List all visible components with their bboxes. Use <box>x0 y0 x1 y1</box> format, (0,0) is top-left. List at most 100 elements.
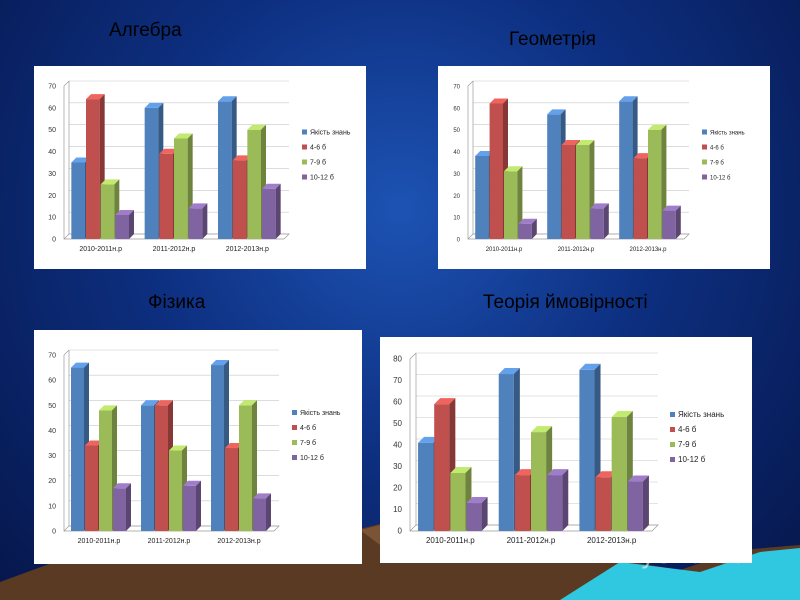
chart-title-probability: Теорія ймовірності <box>483 292 648 313</box>
legend-swatch <box>702 174 707 180</box>
bar <box>518 218 537 239</box>
legend-label: Якість знань <box>300 409 341 417</box>
bar <box>253 493 271 531</box>
legend-swatch <box>670 427 675 432</box>
legend-swatch <box>702 159 707 165</box>
y-tick-label: 70 <box>48 353 56 360</box>
y-tick-label: 60 <box>453 106 460 112</box>
chart-probability: 0 10 20 30 40 50 60 70 80 2010-2011н.р 2011-2012н.… <box>380 337 752 563</box>
y-tick-label: 80 <box>393 355 402 364</box>
legend-label: 7-9 б <box>300 439 316 447</box>
y-tick-label: 60 <box>48 105 56 112</box>
y-tick-label: 50 <box>48 403 56 410</box>
legend-label: 7-9 б <box>710 161 724 167</box>
bar <box>504 166 523 239</box>
legend-swatch <box>670 412 675 417</box>
x-tick-label: 2012-2013н.р <box>226 246 269 253</box>
y-tick-label: 40 <box>48 428 56 435</box>
x-tick-label: 2012-2013н.р <box>587 536 637 545</box>
y-tick-label: 0 <box>52 237 56 244</box>
legend-label: 4-6 б <box>678 425 697 434</box>
x-tick-label: 2010-2011н.р <box>79 246 122 253</box>
y-tick-label: 30 <box>453 172 460 178</box>
y-tick-label: 60 <box>393 398 402 407</box>
legend-label: 4-6 б <box>310 144 326 152</box>
bar <box>627 475 649 531</box>
legend-swatch <box>702 129 707 135</box>
legend-label: Якість знань <box>710 131 745 137</box>
x-tick-label: 2012-2013н.р <box>629 247 667 253</box>
y-tick-label: 30 <box>393 462 402 471</box>
legend-swatch <box>670 442 675 447</box>
bar <box>113 483 131 531</box>
y-tick-label: 50 <box>393 419 402 428</box>
legend-swatch <box>302 144 307 150</box>
chart-physics: 0 10 20 30 40 50 60 70 2010-2011н.р 2011-2012н.р 2… <box>34 330 362 564</box>
watermark-text: MyShared <box>618 540 748 570</box>
y-tick-label: 40 <box>393 441 402 450</box>
legend-label: 4-6 б <box>300 424 316 432</box>
legend-label: 10-12 б <box>678 455 706 464</box>
legend-label: 10-12 б <box>310 174 334 182</box>
legend-label: 7-9 б <box>678 440 697 449</box>
legend-swatch <box>292 425 297 430</box>
y-tick-label: 70 <box>48 84 56 91</box>
legend-swatch <box>702 144 707 150</box>
x-tick-label: 2010-2011н.р <box>426 536 475 545</box>
y-tick-label: 50 <box>48 127 56 134</box>
chart-title-physics: Фізика <box>148 292 206 313</box>
y-tick-label: 30 <box>48 453 56 460</box>
bar <box>547 469 569 531</box>
bar <box>590 203 609 239</box>
y-tick-label: 20 <box>453 194 460 200</box>
y-tick-label: 20 <box>393 484 402 493</box>
legend-label: 4-6 б <box>710 146 724 152</box>
bar <box>183 480 201 531</box>
y-tick-label: 70 <box>453 85 460 91</box>
legend-swatch <box>292 455 297 460</box>
legend-label: Якість знань <box>310 129 351 137</box>
legend-label: 10-12 б <box>300 454 324 462</box>
bar <box>115 209 134 239</box>
y-tick-label: 0 <box>457 238 461 244</box>
y-tick-label: 50 <box>453 128 460 134</box>
bar <box>662 205 681 239</box>
y-tick-label: 10 <box>48 215 56 222</box>
chart-algebra: 0 10 20 30 40 50 60 70 2010-2011н.р 2011-2012н.р 2… <box>34 66 366 269</box>
legend-label: 10-12 б <box>710 176 731 182</box>
x-tick-label: 2011-2012н.р <box>153 246 196 253</box>
y-tick-label: 20 <box>48 193 56 200</box>
bar <box>188 203 208 239</box>
y-tick-label: 10 <box>48 503 56 510</box>
y-tick-label: 0 <box>52 529 56 536</box>
x-tick-label: 2011-2012н.р <box>507 536 556 545</box>
y-tick-label: 70 <box>393 376 402 385</box>
x-tick-label: 2010-2011н.р <box>78 538 121 545</box>
chart-title-geometry: Геометрія <box>509 29 596 50</box>
legend-label: Якість знань <box>678 410 724 419</box>
bar <box>100 179 120 239</box>
x-tick-label: 2012-2013н.р <box>217 538 260 545</box>
y-tick-label: 40 <box>453 150 460 156</box>
x-tick-label: 2011-2012н.р <box>148 538 191 545</box>
y-tick-label: 20 <box>48 478 56 485</box>
x-tick-label: 2010-2011н.р <box>486 247 523 253</box>
y-tick-label: 0 <box>398 527 403 536</box>
x-tick-label: 2011-2012н.р <box>558 247 595 253</box>
legend-swatch <box>670 457 675 462</box>
bar <box>466 497 488 531</box>
y-tick-label: 40 <box>48 149 56 156</box>
y-tick-label: 60 <box>48 378 56 385</box>
legend-swatch <box>302 174 307 180</box>
legend-label: 7-9 б <box>310 159 326 167</box>
legend-swatch <box>292 410 297 415</box>
legend-swatch <box>302 129 307 135</box>
legend-swatch <box>302 159 307 165</box>
chart-title-algebra: Алгебра <box>109 20 182 41</box>
chart-geometry: 0 10 20 30 40 50 60 70 2010-2011н.р 2011-2012н.р 2… <box>438 66 770 269</box>
y-tick-label: 30 <box>48 171 56 178</box>
y-tick-label: 10 <box>393 505 402 514</box>
bar <box>262 183 281 239</box>
legend-swatch <box>292 440 297 445</box>
y-tick-label: 10 <box>453 216 460 222</box>
